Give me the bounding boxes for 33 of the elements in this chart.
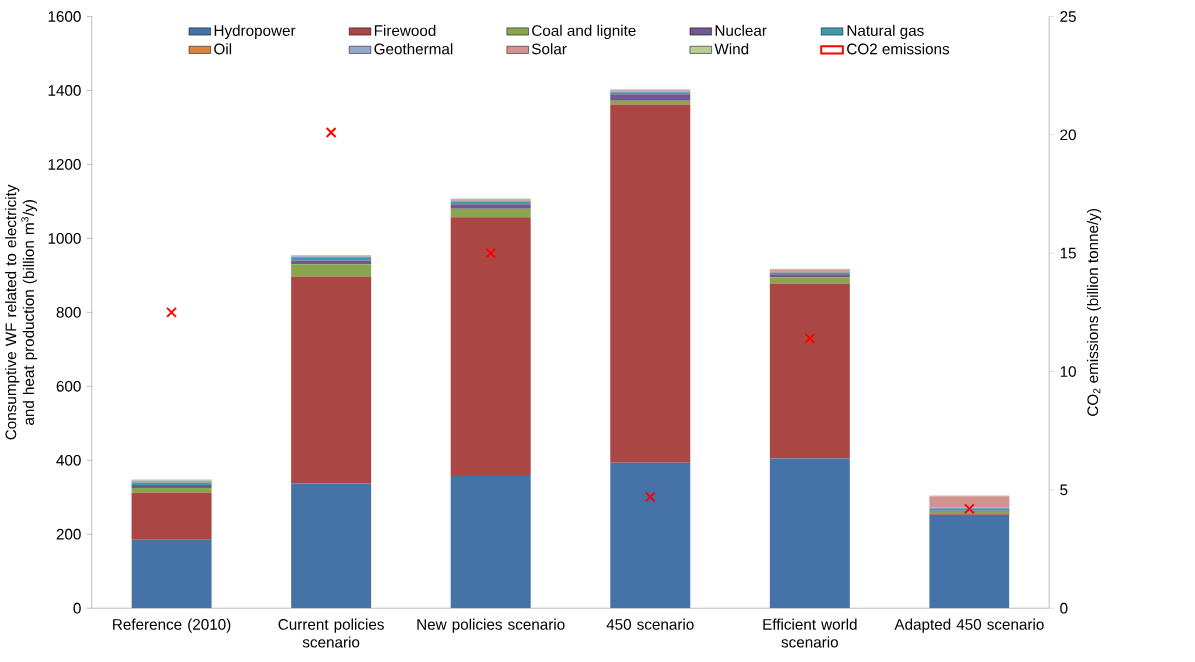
y-tick-label: 1600 [48,11,81,23]
x-tick-label: Reference (2010) [113,618,231,634]
y2-axis-title: CO$_{2}$ emissions (billion tonne/y) [1086,209,1102,417]
x-tick-label: New policies scenario [417,618,565,634]
legend-label: Solar [532,43,567,55]
x-tick-label: Adapted 450 scenario [894,618,1044,634]
x-tick-label: Efficient world scenario [763,618,857,648]
y-tick-label: 1000 [48,233,81,245]
y-tick-label: 0 [73,603,81,614]
y2-tick-label: 25 [1060,11,1076,23]
y2-tick-label: 10 [1060,366,1076,378]
y-tick-label: 200 [56,529,81,540]
y-tick-label: 600 [56,381,81,392]
y2-tick-label: 5 [1060,484,1068,496]
y2-tick-label: 20 [1060,129,1076,141]
legend-label: CO2 emissions [847,43,950,55]
legend-label: Oil [214,43,232,55]
y-tick-label: 1200 [48,159,81,171]
y-tick-label: 800 [56,307,81,318]
legend-label: Natural gas [847,25,924,40]
x-tick-label: 450 scenario [606,618,694,631]
y2-tick-label: 0 [1060,603,1068,614]
y2-tick-label: 15 [1060,248,1076,259]
legend-label: Firewood [374,25,436,37]
legend-label: Wind [714,43,749,55]
legend-label: Coal and lignite [532,25,636,40]
y-tick-label: 1400 [48,85,81,97]
legend-label: Geothermal [374,43,453,55]
legend-label: Hydropower [214,25,296,40]
y-tick-label: 400 [56,455,81,466]
y-axis-title: Consumptive WF related to electricity and heat production (billion m$^{3}$/y) [5,184,38,440]
legend-label: Nuclear [715,25,767,37]
x-tick-label: Current policies scenario [278,618,384,648]
